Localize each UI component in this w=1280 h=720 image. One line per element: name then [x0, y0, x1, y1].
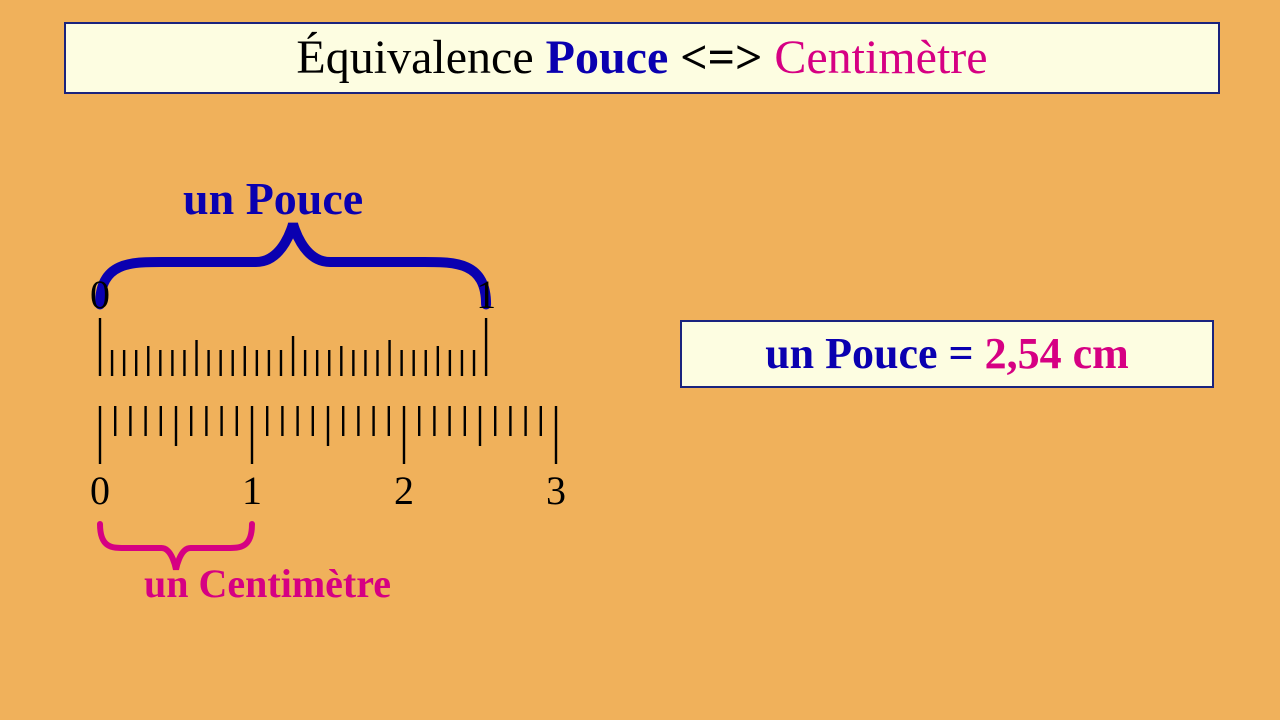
title-part3: Centimètre — [774, 31, 987, 84]
inch-label: un Pouce — [183, 172, 363, 225]
cm-brace-icon — [94, 518, 258, 554]
equation-lhs: un Pouce — [765, 329, 937, 378]
equation-rhs: 2,54 cm — [985, 329, 1129, 378]
svg-text:1: 1 — [242, 468, 262, 513]
cm-label: un Centimètre — [144, 560, 391, 607]
svg-text:0: 0 — [90, 272, 110, 317]
title-part2: Pouce — [546, 31, 681, 84]
title-box: Équivalence Pouce <=> Centimètre — [64, 22, 1220, 94]
svg-text:3: 3 — [546, 468, 566, 513]
ruler-diagram: 0 1 0 1 2 3 — [80, 272, 596, 524]
title-arrows: <=> — [680, 31, 774, 84]
svg-text:0: 0 — [90, 468, 110, 513]
svg-text:2: 2 — [394, 468, 414, 513]
equation-eq: = — [938, 329, 985, 378]
equation-box: un Pouce = 2,54 cm — [680, 320, 1214, 388]
title-part1: Équivalence — [296, 31, 545, 84]
svg-text:1: 1 — [476, 272, 496, 317]
